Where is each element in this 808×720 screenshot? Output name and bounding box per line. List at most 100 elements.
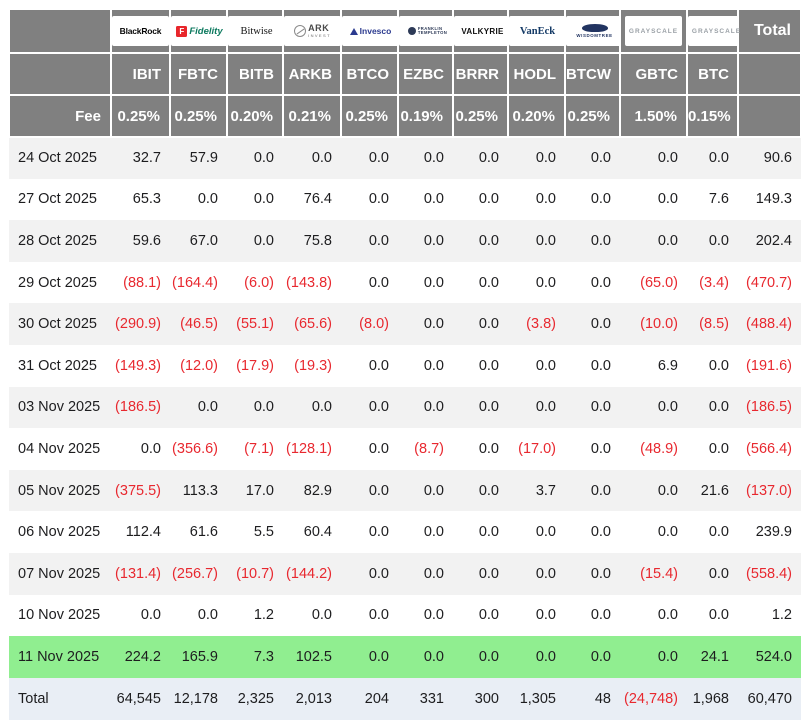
value-cell: (88.1): [111, 262, 170, 304]
value-wrap: 0.0: [197, 607, 218, 624]
column-total-cell: 204: [341, 677, 398, 720]
value-wrap: 1,305: [519, 690, 556, 707]
value-cell: 0.0: [453, 179, 508, 221]
value-cell: 0.0: [398, 469, 453, 512]
date-cell: 30 Oct 2025: [9, 303, 111, 345]
value-wrap: (375.5): [115, 482, 161, 499]
value-wrap: 2,013: [295, 690, 332, 707]
value-wrap: 0.0: [253, 399, 274, 416]
value-cell: 0.0: [620, 220, 687, 262]
row-total-cell: (558.4): [738, 552, 801, 595]
value-cell: (7.1): [227, 428, 283, 470]
value-wrap: 0.0: [423, 150, 444, 167]
value-cell: 0.0: [620, 636, 687, 678]
fee-cell-brrr: 0.25%: [452, 94, 509, 138]
ticker-cell-ibit: IBIT: [110, 52, 171, 96]
value-wrap: 0.0: [590, 232, 611, 249]
value-cell: 0.0: [283, 386, 341, 429]
value-cell: 112.4: [111, 511, 170, 553]
value-wrap: (8.0): [359, 316, 389, 333]
value-wrap: (558.4): [746, 565, 792, 582]
value-wrap: 0.0: [590, 316, 611, 333]
value-wrap: 0.0: [478, 232, 499, 249]
value-wrap: 7.6: [708, 191, 729, 208]
fee-cell-gbtc: 1.50%: [619, 94, 688, 138]
value-wrap: 0.0: [708, 607, 729, 624]
value-cell: 0.0: [620, 469, 687, 512]
value-cell: 76.4: [283, 179, 341, 221]
value-cell: 61.6: [170, 511, 227, 553]
value-wrap: 0.0: [535, 565, 556, 582]
value-wrap: 0.0: [657, 607, 678, 624]
ticker-cell-arkb: ARKB: [282, 52, 342, 96]
value-cell: 0.0: [398, 386, 453, 429]
value-wrap: 113.3: [182, 482, 218, 499]
value-cell: 0.0: [508, 220, 565, 262]
value-wrap: 0.0: [708, 565, 729, 582]
value-wrap: 0.0: [708, 232, 729, 249]
row-total-cell: (186.5): [738, 386, 801, 429]
value-cell: 0.0: [398, 511, 453, 553]
value-wrap: (186.5): [115, 399, 161, 416]
value-cell: (131.4): [111, 552, 170, 595]
provider-logo-cell-ezbc: FRANKLIN TEMPLETON: [397, 8, 456, 54]
value-cell: (10.7): [227, 552, 283, 595]
flow-row: 04 Nov 2025 0.0 (356.6) (7.1) (128.1) 0.0 (8.7…: [9, 428, 801, 470]
value-wrap: 0.0: [708, 399, 729, 416]
row-total-cell: (566.4): [738, 428, 801, 470]
value-cell: 0.0: [453, 303, 508, 345]
provider-logo-cell-ibit: BlackRock: [110, 8, 171, 54]
value-cell: 1.2: [227, 595, 283, 637]
value-wrap: 0.0: [708, 150, 729, 167]
flow-row: 07 Nov 2025 (131.4) (256.7) (10.7) (144.2) 0.…: [9, 552, 801, 595]
value-cell: 0.0: [341, 137, 398, 179]
value-wrap: 21.6: [700, 482, 729, 499]
value-cell: 7.6: [687, 179, 738, 221]
value-wrap: (15.4): [640, 565, 678, 582]
value-cell: 67.0: [170, 220, 227, 262]
value-wrap: 32.7: [132, 150, 161, 167]
logo-text-line: VALKYRIE: [461, 26, 504, 36]
logo-text: VanEck: [520, 26, 555, 37]
value-wrap: (470.7): [746, 274, 792, 291]
ticker-cell-hodl: HODL: [507, 52, 566, 96]
value-wrap: 67.0: [189, 232, 218, 249]
value-wrap: 0.0: [590, 150, 611, 167]
value-wrap: 102.5: [295, 648, 332, 665]
value-wrap: (3.4): [699, 274, 729, 291]
logo-text-line: BlackRock: [119, 26, 162, 36]
value-cell: 0.0: [453, 428, 508, 470]
value-cell: 65.3: [111, 179, 170, 221]
value-wrap: (19.3): [294, 357, 332, 374]
value-wrap: (191.6): [746, 357, 792, 374]
value-cell: 0.0: [227, 179, 283, 221]
column-total-cell: 1,305: [508, 677, 565, 720]
value-wrap: (65.6): [294, 316, 332, 333]
value-cell: 0.0: [453, 636, 508, 678]
date-cell: 27 Oct 2025: [18, 191, 97, 208]
value-wrap: 0.0: [535, 399, 556, 416]
value-cell: 0.0: [620, 595, 687, 637]
value-cell: (15.4): [620, 552, 687, 595]
value-cell: 0.0: [453, 137, 508, 179]
value-wrap: 239.9: [755, 524, 792, 541]
etf-flow-table: BlackRock F Fidelity Bitwise ARK INVEST Invesc…: [8, 8, 802, 720]
value-cell: 59.6: [111, 220, 170, 262]
logo-text-line: VanEck: [519, 25, 556, 37]
value-cell: 0.0: [565, 137, 620, 179]
logo-text-line: WISDOMTREE: [576, 33, 613, 38]
value-cell: 0.0: [508, 636, 565, 678]
value-cell: 0.0: [620, 179, 687, 221]
value-wrap: 82.9: [303, 482, 332, 499]
value-cell: 0.0: [453, 345, 508, 387]
flow-row: 27 Oct 2025 65.3 0.0 0.0 76.4 0.0 0.0 0.0 0.0 0.0…: [9, 179, 801, 221]
value-wrap: (144.2): [286, 565, 332, 582]
provider-logo-cell-brrr: VALKYRIE: [452, 8, 511, 54]
value-wrap: (10.7): [236, 565, 274, 582]
value-cell: (256.7): [170, 552, 227, 595]
value-wrap: 0.0: [478, 440, 499, 457]
row-total-cell: 1.2: [738, 595, 801, 637]
value-wrap: 0.0: [197, 399, 218, 416]
value-wrap: 64,545: [116, 690, 161, 707]
value-wrap: 0.0: [368, 648, 389, 665]
